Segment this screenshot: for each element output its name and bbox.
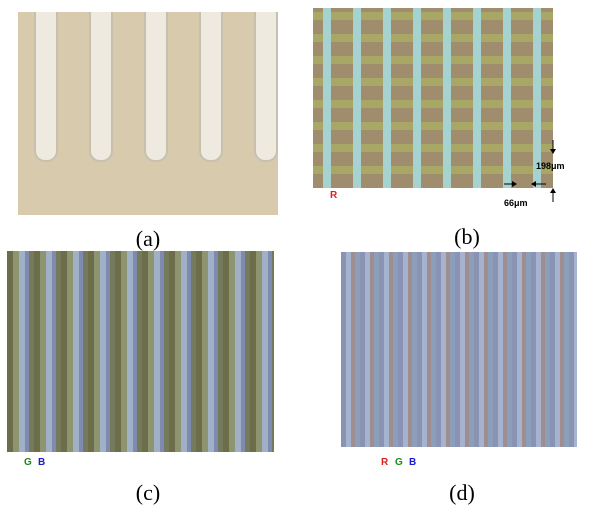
dimension-arrows xyxy=(500,140,580,202)
color-mark: B xyxy=(38,457,45,468)
caption: (d) xyxy=(449,480,475,506)
color-mark: G xyxy=(24,457,32,468)
stripe xyxy=(89,12,113,162)
stripe xyxy=(34,12,58,162)
caption: (a) xyxy=(136,226,160,252)
photo-a xyxy=(18,12,278,215)
caption: (b) xyxy=(454,224,480,250)
color-mark: R xyxy=(330,190,337,201)
figure: (a) R 198μm 66μm (b) G B (c) R G B (d) xyxy=(0,0,602,507)
color-mark: G xyxy=(395,457,403,468)
stripe xyxy=(144,12,168,162)
caption: (c) xyxy=(136,480,160,506)
stripe xyxy=(199,12,223,162)
photo-c xyxy=(7,251,274,452)
dimension-label: 66μm xyxy=(504,198,528,208)
color-mark: B xyxy=(409,457,416,468)
dimension-label: 198μm xyxy=(536,161,565,171)
photo-d xyxy=(341,252,577,447)
color-mark: R xyxy=(381,457,388,468)
stripe xyxy=(254,12,278,162)
